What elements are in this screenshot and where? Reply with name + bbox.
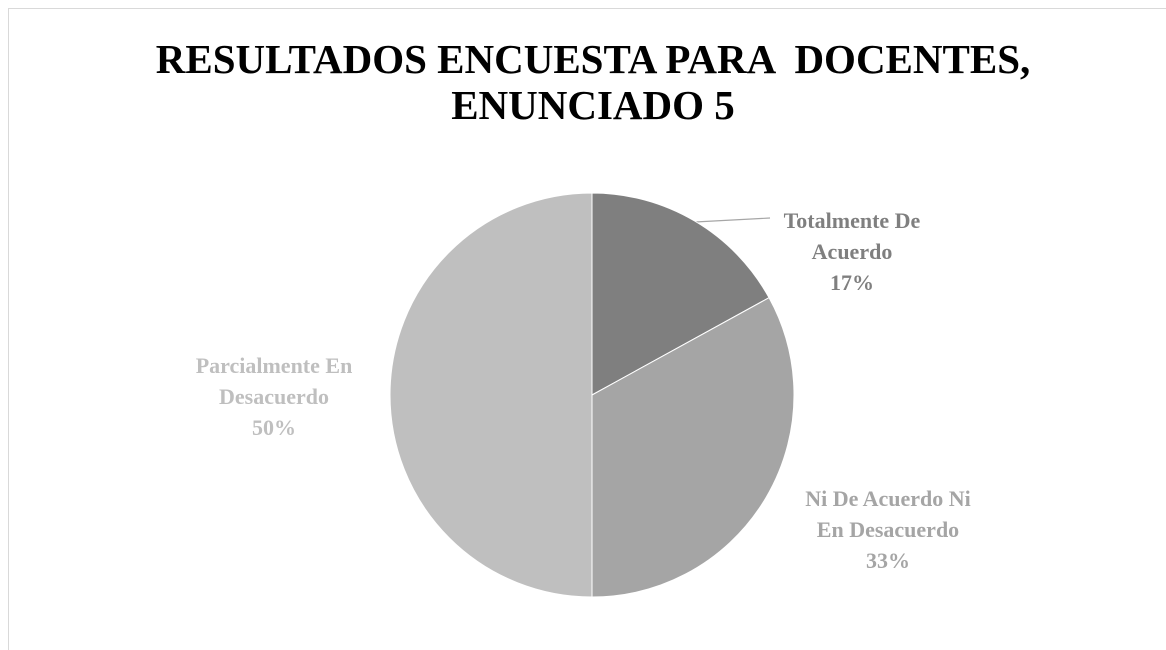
pie-slice <box>389 192 593 598</box>
slice-label: Parcialmente En Desacuerdo 50% <box>179 350 369 443</box>
slice-value-label: 17% <box>830 270 874 295</box>
slice-value-label: 33% <box>866 548 910 573</box>
slice-category: Parcialmente En Desacuerdo <box>195 353 353 409</box>
chart-title: RESULTADOS ENCUESTA PARA DOCENTES, ENUNC… <box>155 36 1041 128</box>
pie-slice <box>591 297 795 598</box>
leader-line <box>694 217 771 223</box>
slice-category: Ni De Acuerdo Ni En Desacuerdo <box>805 486 971 542</box>
slice-label: Totalmente De Acuerdo 17% <box>757 205 947 298</box>
slice-category: Totalmente De Acuerdo <box>783 208 921 264</box>
pie-slice <box>591 192 770 396</box>
chart-frame <box>8 8 1166 650</box>
slice-value-label: 50% <box>252 415 296 440</box>
slice-label: Ni De Acuerdo Ni En Desacuerdo 33% <box>793 483 983 576</box>
